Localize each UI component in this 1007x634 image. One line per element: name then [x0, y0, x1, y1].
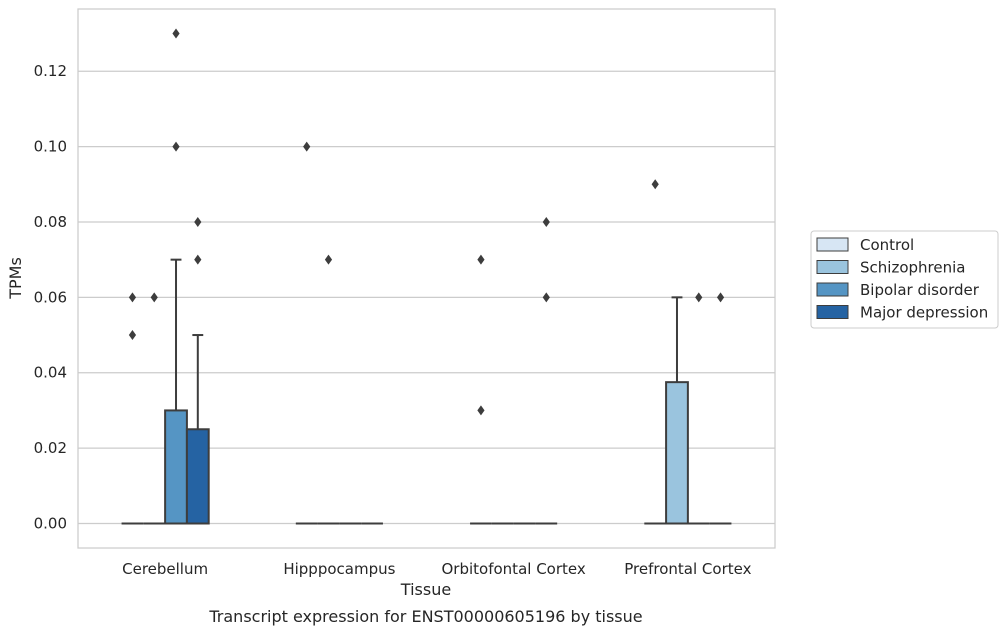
y-axis-ticks: 0.00 0.02 0.04 0.06 0.08 0.10 0.12 — [34, 62, 67, 532]
outlier-point — [194, 254, 202, 265]
y-tick-label: 0.08 — [34, 213, 67, 231]
outlier-point — [172, 141, 180, 152]
outliers — [128, 28, 725, 416]
outlier-point — [128, 330, 137, 341]
x-tick-label: Hipppocampus — [283, 560, 395, 578]
x-tick-label: Cerebellum — [122, 560, 208, 578]
outlier-point — [716, 292, 725, 303]
y-tick-label: 0.06 — [34, 288, 67, 306]
legend-swatch — [816, 305, 849, 319]
outlier-point — [303, 141, 311, 152]
legend-swatch — [816, 237, 849, 252]
legend-label: Bipolar disorder — [860, 281, 980, 299]
outlier-point — [477, 254, 485, 265]
outlier-point — [542, 216, 550, 227]
legend: Control Schizophrenia Bipolar disorder Majo… — [810, 230, 999, 329]
outlier-point — [172, 28, 180, 39]
legend-label: Major depression — [860, 304, 988, 322]
box-schizophrenia — [665, 296, 689, 525]
y-tick-label: 0.12 — [34, 62, 67, 80]
outlier-point — [695, 292, 703, 303]
box-bipolar-disorder — [164, 258, 188, 525]
legend-swatch — [816, 260, 849, 274]
box-body — [665, 381, 689, 525]
x-tick-label: Prefrontal Cortex — [624, 560, 751, 578]
y-tick-label: 0.10 — [34, 138, 67, 156]
chart-caption: Transcript expression for ENST0000060519… — [208, 607, 642, 626]
outlier-point — [542, 292, 550, 303]
outlier-point — [324, 254, 333, 265]
y-tick-label: 0.00 — [34, 515, 67, 533]
y-tick-label: 0.04 — [34, 364, 67, 382]
outlier-point — [477, 405, 485, 416]
outlier-point — [150, 292, 158, 303]
outlier-point — [194, 216, 202, 227]
legend-label: Control — [860, 236, 914, 254]
boxes — [121, 258, 732, 525]
box-body — [185, 428, 210, 525]
outlier-point — [128, 292, 137, 303]
y-tick-label: 0.02 — [34, 439, 67, 457]
outlier-point — [651, 179, 659, 190]
box-major-depression — [185, 334, 210, 525]
y-axis-label: TPMs — [6, 257, 25, 300]
box-body — [164, 409, 188, 525]
legend-frame — [810, 230, 999, 329]
plot-area-frame — [77, 8, 776, 549]
legend-swatch — [816, 282, 849, 297]
x-tick-label: Orbitofontal Cortex — [442, 560, 586, 578]
legend-label: Schizophrenia — [860, 259, 965, 277]
x-axis-label: Tissue — [400, 580, 451, 599]
x-axis-ticks: Cerebellum Hipppocampus Orbitofontal Corte… — [122, 560, 751, 578]
